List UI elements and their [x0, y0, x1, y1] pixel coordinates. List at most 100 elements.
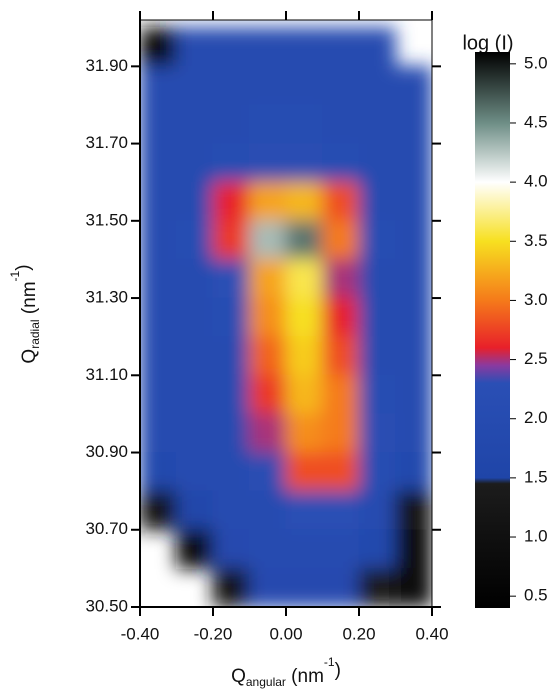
axis-title-part: )	[13, 264, 34, 270]
heat-cell	[395, 66, 433, 106]
heat-cell	[286, 259, 324, 299]
y-tick-label: 30.90	[85, 442, 128, 461]
heat-cell	[286, 452, 324, 492]
heat-cell	[395, 298, 433, 338]
heat-cell	[359, 375, 397, 415]
heat-cell	[213, 452, 251, 492]
heat-cell	[140, 336, 178, 376]
y-tick-label: 31.70	[85, 133, 128, 152]
x-tick-label: 0.40	[415, 624, 448, 643]
axis-title-part: -1	[324, 655, 335, 669]
colorbar-title: log (I)	[462, 32, 513, 54]
heat-cell	[176, 298, 214, 338]
heat-cell	[359, 529, 397, 569]
heat-cell	[286, 66, 324, 106]
colorbar-tick-label: 1.0	[524, 527, 548, 546]
heat-cell	[176, 529, 214, 569]
heat-cell	[213, 143, 251, 183]
heat-cell	[286, 568, 324, 608]
heat-cell	[213, 491, 251, 531]
heat-cell	[395, 259, 433, 299]
colorbar-tick-label: 2.5	[524, 349, 548, 368]
heat-cell	[395, 529, 433, 569]
heat-cell	[249, 375, 287, 415]
heat-cell	[359, 143, 397, 183]
heat-cell	[359, 259, 397, 299]
heat-cell	[359, 66, 397, 106]
heat-cell	[176, 259, 214, 299]
colorbar-tick-label: 0.5	[524, 586, 548, 605]
heat-cell	[359, 413, 397, 453]
heat-cell	[249, 568, 287, 608]
heat-cell	[286, 298, 324, 338]
colorbar-tick-label: 4.5	[524, 112, 548, 131]
heat-cell	[176, 104, 214, 144]
heat-cell	[176, 452, 214, 492]
heat-cell	[213, 413, 251, 453]
heat-cell	[249, 298, 287, 338]
heat-cell	[359, 452, 397, 492]
heat-cell	[322, 143, 360, 183]
heat-cell	[249, 452, 287, 492]
y-tick-label: 31.90	[85, 56, 128, 75]
heat-cell	[286, 413, 324, 453]
heat-cell	[249, 182, 287, 222]
heat-cell	[249, 27, 287, 67]
heat-cell	[140, 491, 178, 531]
x-axis-title: Qangular (nm-1)	[231, 655, 341, 689]
y-tick-label: 30.70	[85, 519, 128, 538]
heat-cell	[359, 568, 397, 608]
heat-cell	[395, 182, 433, 222]
heat-cell	[322, 27, 360, 67]
heat-cell	[359, 491, 397, 531]
axis-title-part: Q	[19, 349, 40, 364]
heat-cell	[249, 104, 287, 144]
heat-cell	[322, 182, 360, 222]
heat-cell	[140, 182, 178, 222]
y-tick-label: 30.50	[85, 596, 128, 615]
heatmap	[140, 27, 433, 607]
heat-cell	[140, 298, 178, 338]
heat-cell	[213, 568, 251, 608]
heat-cell	[395, 413, 433, 453]
heat-cell	[322, 529, 360, 569]
heat-cell	[140, 104, 178, 144]
heat-cell	[213, 66, 251, 106]
heat-cell	[213, 375, 251, 415]
heat-cell	[176, 182, 214, 222]
colorbar-tick-label: 3.5	[524, 231, 548, 250]
heat-cell	[395, 452, 433, 492]
heat-cell	[213, 259, 251, 299]
heat-cell	[322, 568, 360, 608]
x-tick-label: 0.00	[269, 624, 302, 643]
heat-cell	[395, 491, 433, 531]
axis-title-part: (nm	[286, 666, 324, 687]
heat-cell	[322, 259, 360, 299]
heat-cell	[395, 104, 433, 144]
heat-cell	[176, 66, 214, 106]
heat-cell	[359, 27, 397, 67]
axis-title-part: (nm	[19, 281, 40, 319]
y-axis-title: Qradial (nm-1)	[8, 264, 42, 363]
heat-cell	[286, 491, 324, 531]
heat-cell	[322, 66, 360, 106]
heat-cell	[140, 259, 178, 299]
y-tick-label: 31.50	[85, 210, 128, 229]
heat-cell	[140, 27, 178, 67]
x-tick-label: 0.20	[342, 624, 375, 643]
heat-cell	[359, 220, 397, 260]
heat-cell	[213, 182, 251, 222]
heat-cell	[322, 452, 360, 492]
heat-cell	[359, 182, 397, 222]
heat-cell	[176, 143, 214, 183]
axis-title-part: -1	[8, 270, 22, 281]
x-tick-label: -0.40	[121, 624, 160, 643]
heat-cell	[322, 491, 360, 531]
heat-cell	[213, 104, 251, 144]
heat-cell	[176, 220, 214, 260]
axis-title-part: angular	[246, 675, 286, 689]
axis-title-part: radial	[28, 319, 42, 348]
x-tick-label: -0.20	[194, 624, 233, 643]
